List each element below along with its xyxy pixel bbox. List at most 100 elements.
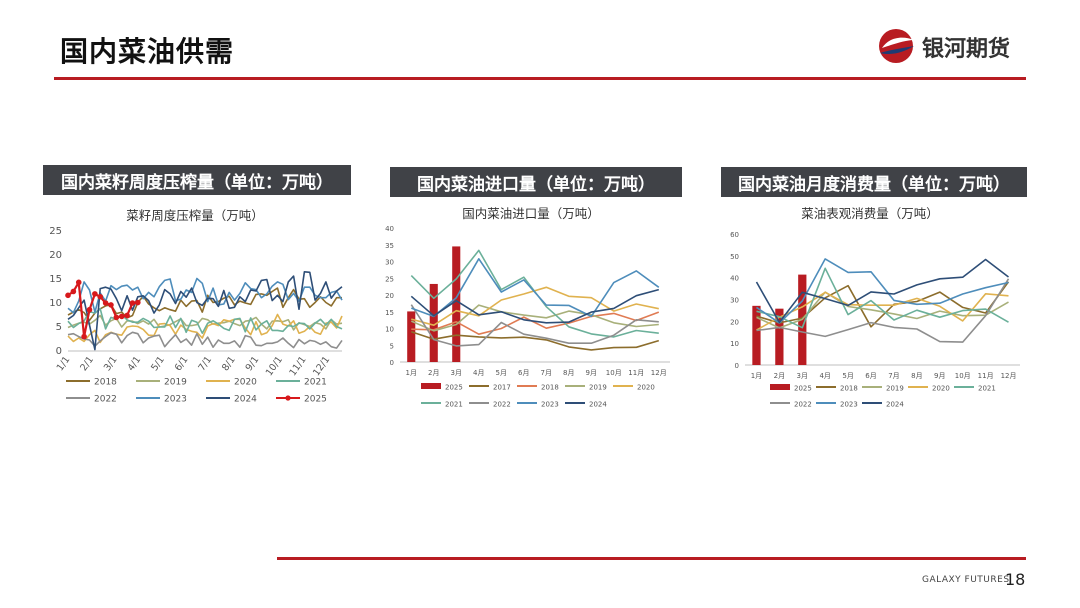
- legend-label-2024: 2024: [589, 401, 607, 409]
- line-series-2022: [756, 278, 1010, 343]
- footer-rule: [277, 557, 1026, 560]
- legend-label-2019: 2019: [589, 384, 607, 392]
- point-2025: [129, 300, 136, 306]
- legend-label-2018: 2018: [840, 385, 858, 393]
- x-tick-label: 7月: [888, 372, 899, 380]
- legend-marker-2025: [285, 395, 291, 401]
- point-2025: [108, 302, 114, 308]
- point-2025: [118, 313, 125, 320]
- line-series-2020: [756, 291, 1009, 331]
- panel-header-import: 国内菜油进口量（单位：万吨）: [390, 167, 682, 197]
- line-series-2022: [67, 331, 343, 349]
- x-tick-label: 7月: [541, 369, 552, 377]
- line-series-2023: [756, 258, 1009, 324]
- y-tick-label: 50: [730, 253, 739, 261]
- page-title: 国内菜油供需: [60, 35, 235, 68]
- y-tick-label: 60: [730, 231, 739, 239]
- x-tick-label: 2/1: [78, 354, 96, 373]
- chart-title: 菜籽周度压榨量（万吨）: [126, 208, 264, 223]
- x-tick-label: 12月: [651, 369, 667, 377]
- x-tick-label: 6月: [518, 369, 529, 377]
- line-series-2018: [411, 311, 660, 335]
- x-tick-label: 10月: [955, 372, 971, 380]
- y-tick-label: 20: [730, 318, 739, 326]
- x-tick-label: 9月: [586, 369, 597, 377]
- legend-label-2020: 2020: [637, 384, 655, 392]
- line-series-2023: [411, 257, 660, 318]
- legend-label-2025: 2025: [304, 395, 327, 405]
- y-tick-label: 0: [390, 359, 394, 367]
- x-tick-label: 2月: [428, 369, 439, 377]
- chart-title: 国内菜油进口量（万吨）: [462, 206, 600, 221]
- bar-2025-3月: [452, 246, 461, 362]
- x-tick-label: 3月: [451, 369, 462, 377]
- x-tick-label: 8月: [563, 369, 574, 377]
- x-tick-label: 3月: [797, 372, 808, 380]
- legend-label-2019: 2019: [164, 378, 187, 388]
- x-tick-label: 6月: [865, 372, 876, 380]
- x-tick-label: 5月: [842, 372, 853, 380]
- x-tick-label: 12/1: [311, 354, 332, 378]
- x-tick-label: 12月: [1001, 372, 1017, 380]
- y-tick-label: 30: [385, 259, 394, 267]
- y-tick-label: 10: [730, 340, 739, 348]
- x-tick-label: 4月: [819, 372, 830, 380]
- legend-swatch-2025: [421, 383, 441, 389]
- point-2025: [86, 306, 93, 313]
- point-2025: [65, 292, 71, 299]
- line-series-2024: [67, 271, 343, 351]
- point-2025: [81, 333, 87, 340]
- legend-label-2020: 2020: [932, 385, 950, 393]
- legend-label-2021: 2021: [304, 378, 327, 388]
- x-tick-label: 11月: [978, 372, 994, 380]
- y-tick-label: 20: [49, 250, 62, 261]
- x-tick-label: 10月: [606, 369, 622, 377]
- brand-name: 银河期货: [922, 37, 1011, 62]
- point-2025: [75, 279, 82, 286]
- legend-label-2023: 2023: [840, 401, 858, 409]
- bar-2025-1月: [407, 311, 416, 362]
- line-series-2024: [410, 288, 660, 324]
- legend-label-2024: 2024: [886, 401, 904, 409]
- x-tick-label: 8/1: [220, 354, 238, 373]
- galaxy-logo-icon: [879, 29, 914, 63]
- y-tick-label: 10: [385, 326, 394, 334]
- x-tick-label: 1月: [751, 372, 762, 380]
- bar-2025-1月: [752, 305, 761, 365]
- legend-swatch-2025: [770, 384, 790, 390]
- legend-label-2023: 2023: [541, 401, 559, 409]
- y-tick-label: 25: [385, 275, 394, 283]
- x-tick-label: 7/1: [196, 354, 214, 373]
- x-tick-label: 5/1: [149, 354, 167, 373]
- line-series-2021: [756, 267, 1009, 329]
- legend-label-2019: 2019: [886, 385, 904, 393]
- y-tick-label: 25: [49, 226, 62, 237]
- header-rule: [54, 77, 1026, 80]
- chart-title: 菜油表观消费量（万吨）: [801, 206, 939, 221]
- line-series-2018: [756, 281, 1010, 328]
- x-tick-label: 2月: [774, 372, 785, 380]
- legend-label-2018: 2018: [541, 384, 559, 392]
- legend-label-2018: 2018: [94, 378, 117, 388]
- x-tick-label: 9/1: [244, 354, 262, 373]
- y-tick-label: 30: [730, 297, 739, 305]
- legend-label-2023: 2023: [164, 395, 187, 405]
- y-tick-label: 40: [730, 275, 739, 283]
- legend-label-2025: 2025: [445, 384, 463, 392]
- y-tick-label: 10: [49, 298, 62, 309]
- y-tick-label: 0: [735, 362, 739, 370]
- x-tick-label: 8月: [911, 372, 922, 380]
- legend-label-2022: 2022: [794, 401, 812, 409]
- legend-label-2024: 2024: [234, 395, 257, 405]
- legend-label-2020: 2020: [234, 378, 257, 388]
- y-tick-label: 0: [56, 346, 62, 357]
- x-tick-label: 4月: [473, 369, 484, 377]
- x-tick-label: 9月: [934, 372, 945, 380]
- y-tick-label: 5: [390, 342, 394, 350]
- line-series-2024: [755, 258, 1009, 324]
- x-tick-label: 4/1: [126, 354, 144, 373]
- point-2025: [70, 288, 77, 295]
- line-series-2021: [67, 308, 343, 334]
- y-tick-label: 15: [49, 274, 62, 285]
